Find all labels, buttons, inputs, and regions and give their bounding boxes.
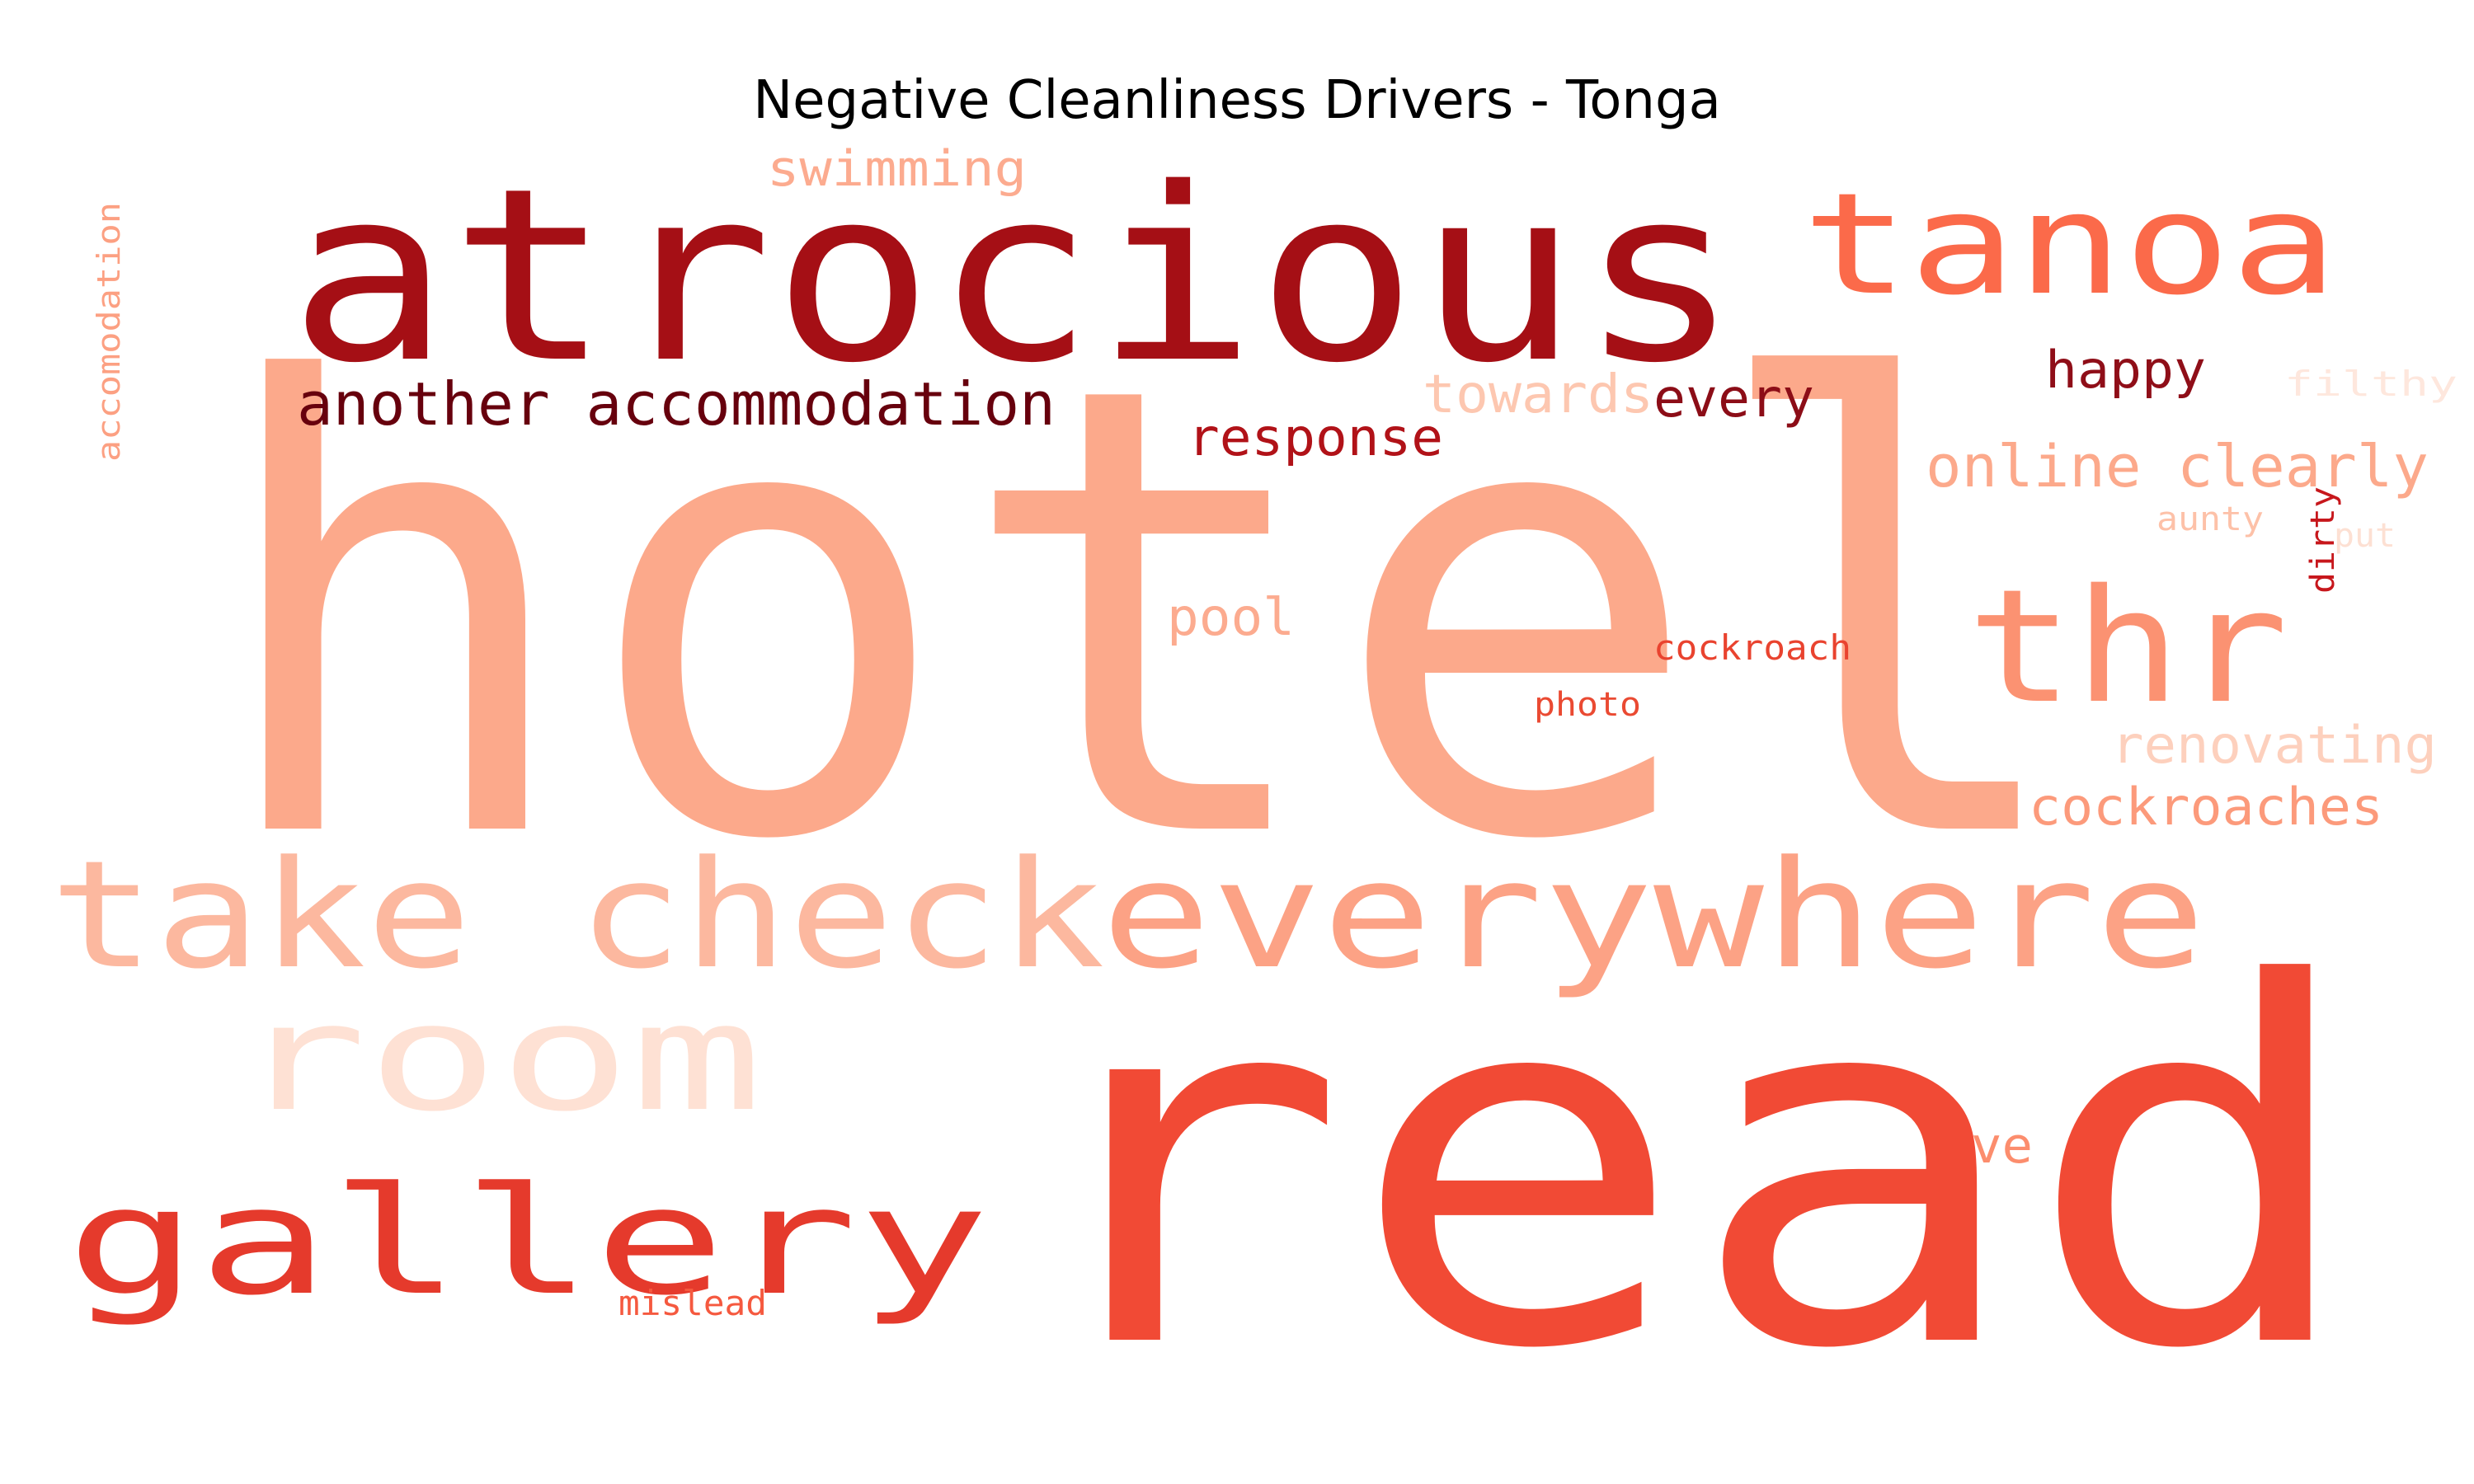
word-gallery: gallery [66,1156,990,1328]
word-ve: ve [1971,1117,2033,1175]
word-read: read [1010,881,2363,1457]
word-dirty: dirty [2304,486,2342,594]
word-tanoa: tanoa [1802,163,2338,326]
word-filthy: filthy [2284,364,2458,404]
word-room: room [235,972,763,1144]
word-thr: thr [1967,556,2288,738]
word-take-check: take check [49,829,1105,1002]
word-renovating: renovating [2111,715,2437,775]
word-photo: photo [1534,686,1641,724]
word-mislead: mislead [618,1283,767,1323]
word-happy: happy [2045,340,2206,400]
word-towards: towards [1423,364,1653,425]
word-online-clearly: online clearly [1926,433,2429,500]
word-cockroach: cockroach [1653,627,1851,668]
word-another-accommodation: another accommodation [297,369,1056,439]
word-everywhere: everywhere [1101,829,2206,1002]
word-aunty: aunty [2157,500,2264,538]
word-hotel: hotel [206,255,2078,974]
word-atrocious: atrocious [289,138,1740,416]
word-response: response [1188,407,1443,467]
word-swimming: swimming [767,140,1027,198]
word-cockroaches: cockroaches [2029,777,2383,837]
word-every: every [1653,369,1814,430]
word-accomodation: accomodation [91,202,127,462]
word-pool: pool [1167,587,1295,647]
chart-title: Negative Cleanliness Drivers - Tonga [753,70,1721,131]
word-put: put [2334,517,2396,555]
